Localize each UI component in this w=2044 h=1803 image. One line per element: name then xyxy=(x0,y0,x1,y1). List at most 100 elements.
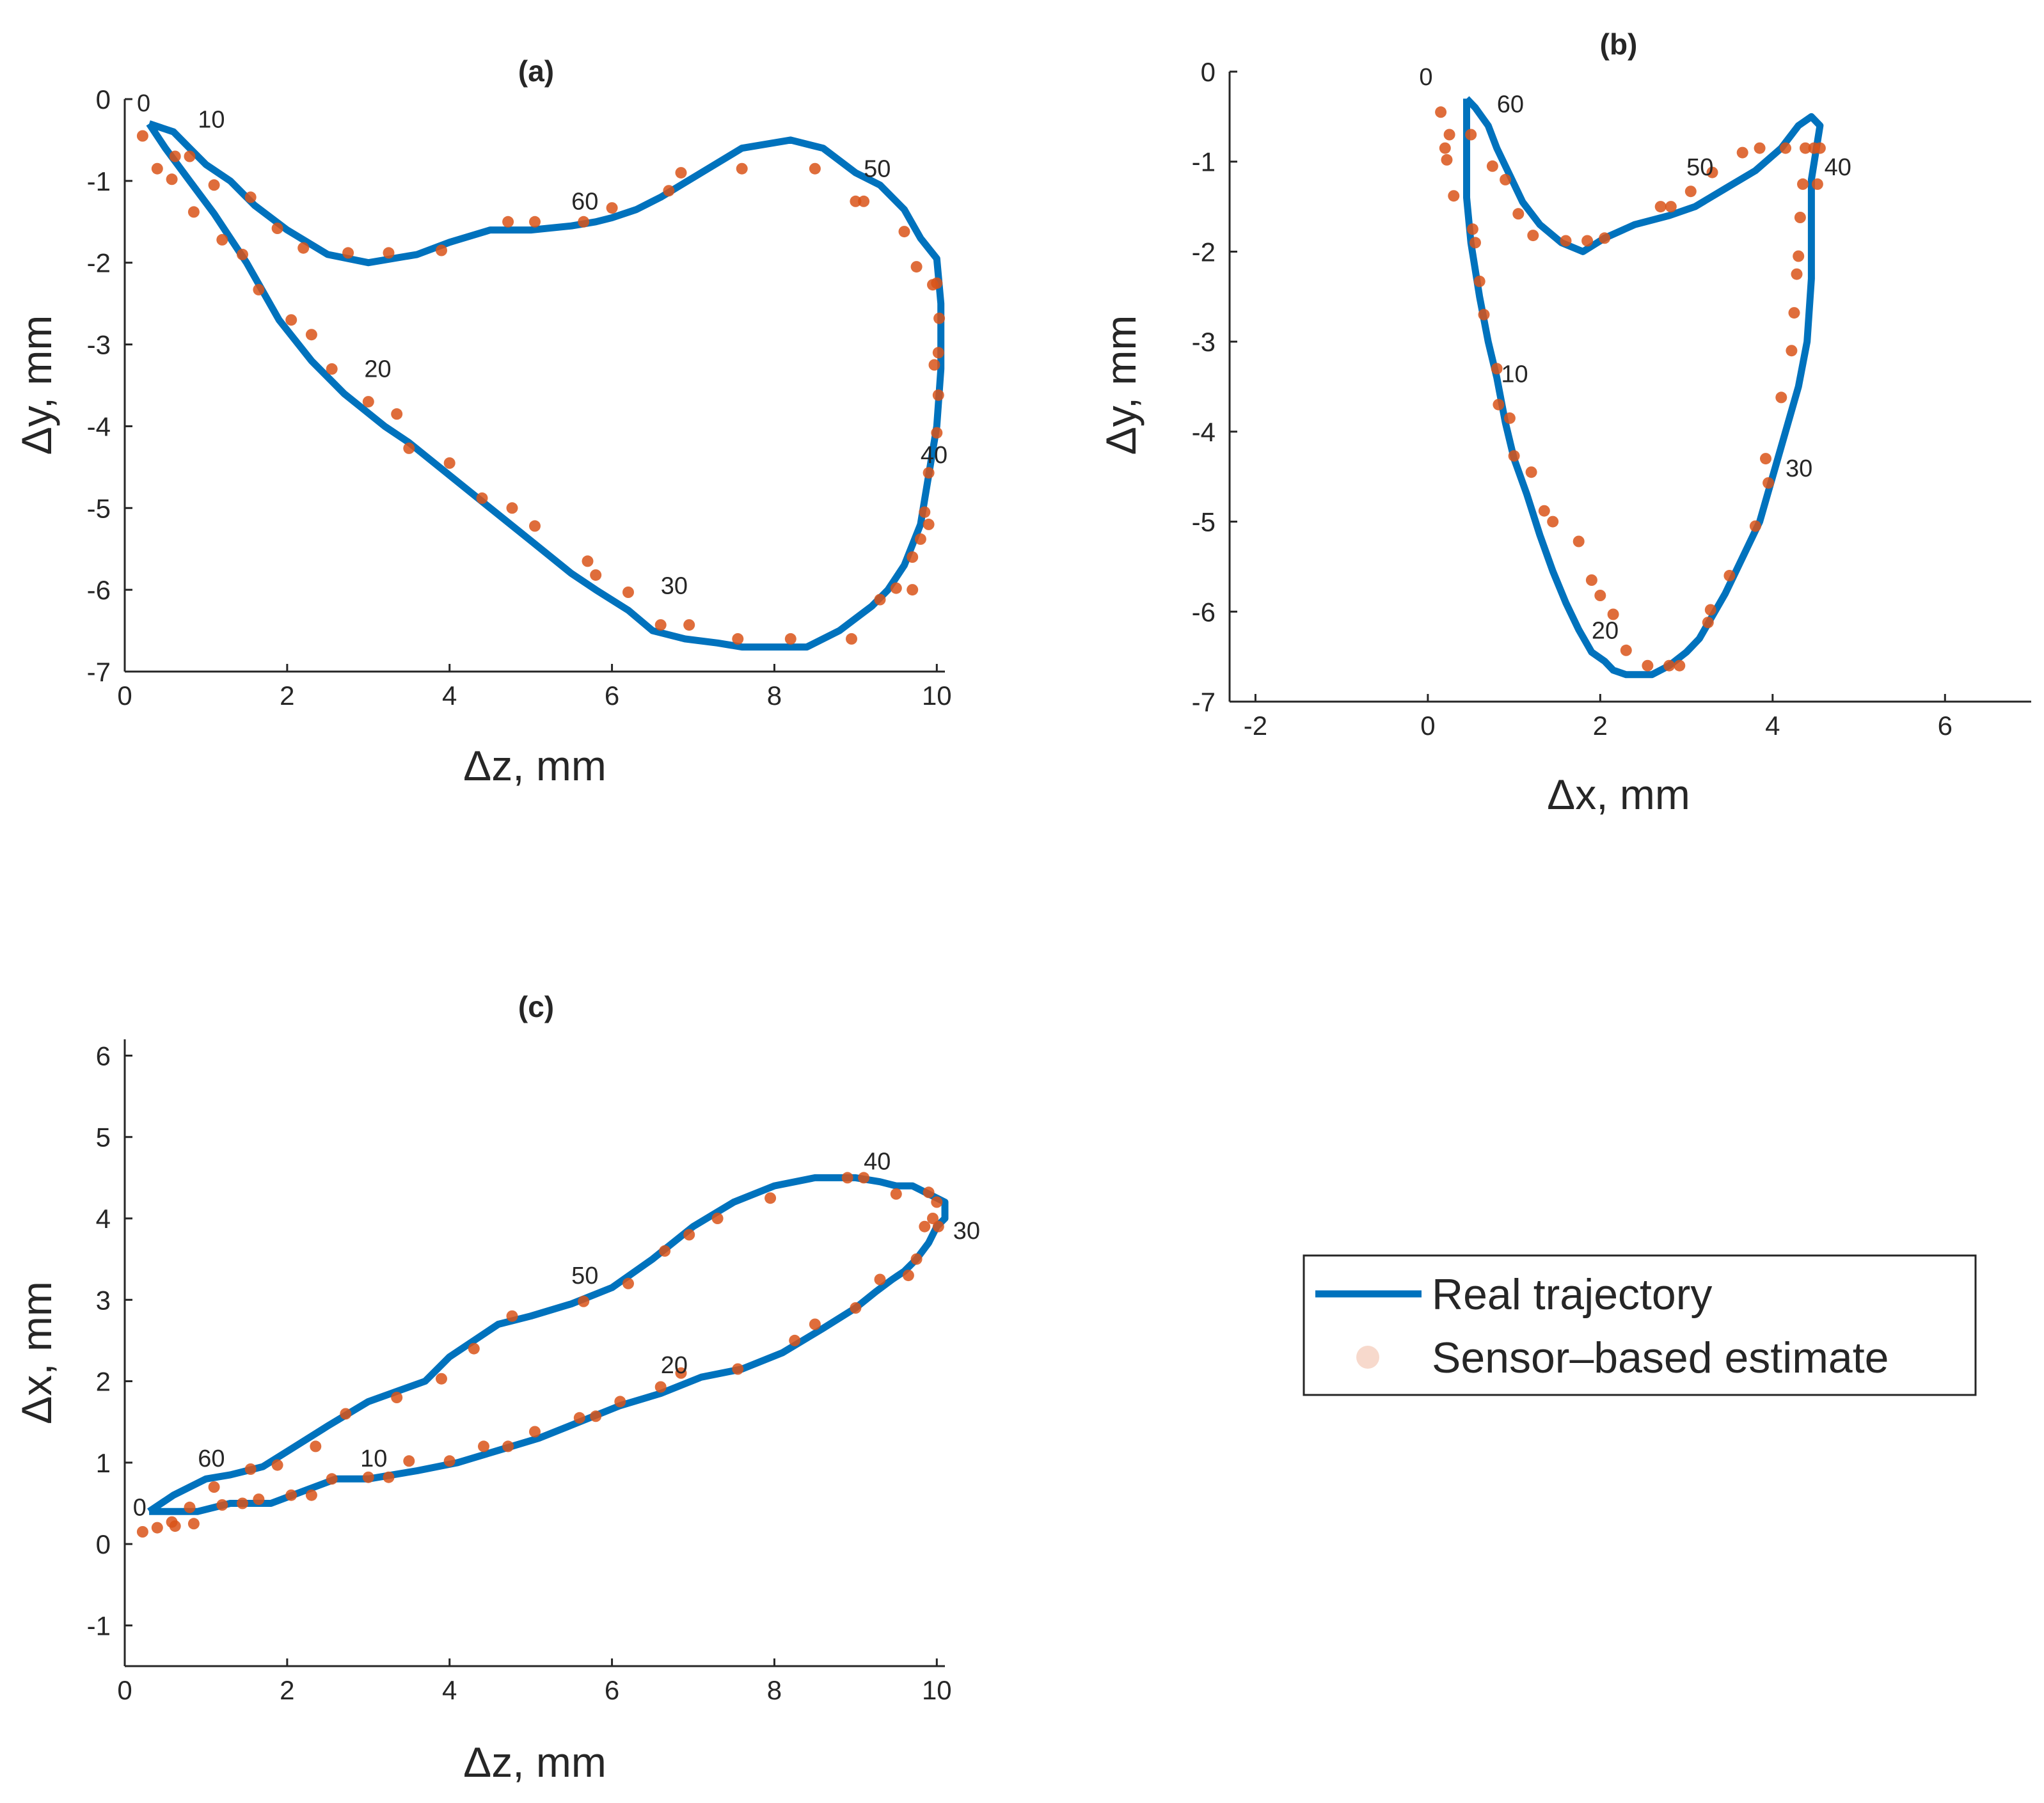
panel-c-estimate-point xyxy=(237,1497,248,1509)
panel-a-estimate-point xyxy=(933,312,946,324)
panel-c-estimate-point xyxy=(841,1172,853,1184)
panel-a-estimate-point xyxy=(529,216,541,228)
panel-c-annotation: 0 xyxy=(133,1495,147,1522)
panel-c-y-tick-label: -1 xyxy=(87,1610,111,1641)
panel-c-annotation: 10 xyxy=(360,1445,387,1472)
panel-b-annotation: 50 xyxy=(1686,154,1713,181)
panel-c-estimate-point xyxy=(732,1363,744,1375)
panel-b-estimate-point xyxy=(1684,185,1697,198)
panel-c-y-axis-label: Δx, mm xyxy=(13,1281,60,1424)
panel-b-estimate-point xyxy=(1435,106,1447,118)
panel-c-estimate-point xyxy=(136,1526,148,1538)
panel-b-x-tick-label: 2 xyxy=(1593,711,1608,741)
panel-b-annotations: 0 10 20 30 40 50 60 xyxy=(1419,64,1851,644)
panel-c-y-tick-label: 1 xyxy=(96,1448,111,1478)
panel-c-annotation: 20 xyxy=(661,1352,688,1379)
panel-c-estimate-point xyxy=(208,1481,220,1493)
panel-b-estimate-point xyxy=(1527,230,1539,242)
panel-a-estimate-point xyxy=(675,167,687,179)
panel-c-estimate-point xyxy=(383,1471,395,1483)
panel-b-y-tick-label: -4 xyxy=(1192,417,1216,447)
panel-a-estimate-point xyxy=(342,247,354,259)
panel-a-annotation: 30 xyxy=(661,573,688,600)
panel-b-y-tick-label: -1 xyxy=(1192,147,1216,177)
panel-c-estimate-point xyxy=(184,1501,196,1513)
panel-c-estimate-points xyxy=(136,1172,944,1538)
panel-b-annotation: 30 xyxy=(1786,455,1812,482)
panel-b-x-ticks: -2 0 2 4 6 xyxy=(1244,694,1953,741)
panel-c-annotation: 40 xyxy=(864,1149,891,1176)
panel-b-title: (b) xyxy=(1600,28,1638,61)
panel-a-annotation: 40 xyxy=(921,442,947,469)
panel-a-estimate-point xyxy=(151,162,163,175)
panel-b-y-axis-label: Δy, mm xyxy=(1097,315,1145,455)
panel-a-estimate-point xyxy=(914,533,926,545)
panel-a-estimate-point xyxy=(846,633,857,645)
panel-c-estimate-point xyxy=(391,1392,403,1403)
panel-a-estimate-point xyxy=(305,329,317,341)
panel-a-estimate-point xyxy=(403,442,415,454)
panel-a-estimate-point xyxy=(166,173,178,185)
panel-a-annotation: 60 xyxy=(571,189,598,216)
panel-b-estimate-point xyxy=(1441,154,1453,166)
panel-c-estimate-point xyxy=(614,1396,626,1408)
panel-c-plot-area xyxy=(125,1039,945,1666)
panel-a-estimate-point xyxy=(736,162,748,175)
panel-b-estimate-point xyxy=(1525,466,1537,478)
panel-a-estimate-point xyxy=(285,314,297,326)
panel-b-estimate-point xyxy=(1599,232,1611,244)
panel-a-estimate-point xyxy=(898,226,910,238)
panel-c-y-tick-label: 2 xyxy=(96,1367,111,1397)
panel-b-estimate-point xyxy=(1665,201,1677,213)
panel-b-estimate-point xyxy=(1473,275,1485,287)
panel-a-estimate-point xyxy=(732,633,744,645)
panel-b-x-axis-label: Δx, mm xyxy=(1547,771,1690,818)
panel-a-estimate-point xyxy=(326,363,338,375)
panel-c-estimate-point xyxy=(858,1172,870,1184)
panel-b-annotation: 10 xyxy=(1501,361,1528,388)
panel-b-estimate-point xyxy=(1723,570,1736,581)
panel-b-estimate-point xyxy=(1443,129,1455,141)
panel-a-estimate-point xyxy=(654,619,667,631)
panel-b-annotation: 60 xyxy=(1497,91,1524,118)
panel-c-estimate-point xyxy=(578,1295,590,1307)
panel-c-estimate-point xyxy=(151,1522,163,1534)
panel-c-x-tick-label: 4 xyxy=(442,1675,457,1705)
panel-c-estimate-point xyxy=(478,1440,489,1453)
panel-c-y-tick-label: 6 xyxy=(96,1041,111,1071)
panel-b-estimate-point xyxy=(1594,590,1606,601)
panel-c-estimate-point xyxy=(244,1463,257,1475)
panel-a-estimate-point xyxy=(529,520,541,532)
panel-c-estimate-point xyxy=(310,1440,322,1453)
panel-b-x-tick-label: 4 xyxy=(1765,711,1780,741)
legend-real-label: Real trajectory xyxy=(1432,1270,1712,1319)
panel-b-x-tick-label: 6 xyxy=(1938,711,1953,741)
panel-b-estimate-point xyxy=(1503,412,1516,424)
panel-a-y-tick-label: -2 xyxy=(87,248,111,278)
panel-a-estimate-point xyxy=(476,492,488,504)
panel-c-estimate-point xyxy=(590,1410,602,1422)
panel-c-annotation: 50 xyxy=(571,1263,598,1289)
panel-b-estimate-point xyxy=(1560,235,1572,247)
panel-a-y-ticks: 0 -1 -2 -3 -4 -5 -6 -7 xyxy=(87,84,132,687)
panel-a-estimate-point xyxy=(919,506,931,518)
panel-b-plot-area xyxy=(1230,72,2031,702)
panel-c-estimate-point xyxy=(271,1459,283,1471)
panel-b-estimate-point xyxy=(1736,146,1748,159)
panel-b-estimate-point xyxy=(1500,173,1512,185)
panel-a-y-tick-label: 0 xyxy=(96,84,111,114)
panel-c-y-ticks: 6 5 4 3 2 1 0 -1 xyxy=(87,1041,132,1641)
panel-c-estimate-point xyxy=(573,1412,585,1424)
panel-c-estimate-point xyxy=(850,1302,862,1314)
panel-b-estimate-point xyxy=(1775,391,1787,404)
panel-c-estimate-point xyxy=(622,1277,634,1289)
legend-box xyxy=(1303,1254,1977,1396)
panel-a-estimate-point xyxy=(391,408,403,420)
panel-b-estimate-point xyxy=(1478,308,1490,320)
panel-b-estimate-point xyxy=(1585,574,1597,586)
panel-a-plot-area xyxy=(125,99,945,672)
panel-a: (a) 0 10 20 30 40 50 60 0 2 4 6 8 10 0 -1 -2 -3 -4 -5 -6 -… xyxy=(13,54,952,789)
panel-b-y-tick-label: -3 xyxy=(1192,327,1216,357)
panel-a-estimate-point xyxy=(606,202,618,214)
